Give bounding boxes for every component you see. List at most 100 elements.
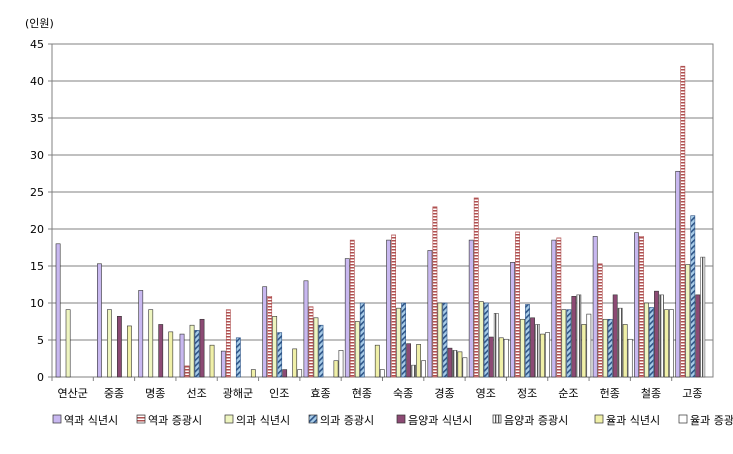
bars <box>55 65 706 378</box>
bar <box>374 344 380 378</box>
x-tick-label: 현종 <box>352 387 372 400</box>
bar <box>386 239 391 378</box>
bar <box>55 243 61 378</box>
bar <box>607 318 613 378</box>
y-tick-label: 15 <box>30 260 44 273</box>
bar <box>277 332 283 378</box>
bar <box>525 304 530 378</box>
bar <box>627 338 633 378</box>
bar <box>391 234 396 378</box>
bar <box>556 237 562 378</box>
x-tick-label: 효종 <box>310 387 330 400</box>
legend-swatch <box>396 414 406 424</box>
bar <box>551 239 557 378</box>
bar <box>680 65 686 378</box>
x-tick-label: 헌종 <box>600 387 620 400</box>
bar <box>515 231 520 378</box>
bar <box>282 369 288 378</box>
bar <box>184 365 190 378</box>
legend-swatch <box>224 414 234 424</box>
bar <box>639 236 644 378</box>
bar <box>272 316 278 378</box>
legend-label: 율과 식년시 <box>606 414 660 427</box>
bar <box>659 294 664 378</box>
x-tick-label: 순조 <box>558 387 578 400</box>
bar <box>220 350 226 378</box>
legend-label: 역과 식년시 <box>64 414 118 427</box>
bar <box>530 317 535 378</box>
legend-swatch <box>678 414 688 424</box>
y-tick-label: 40 <box>30 75 44 88</box>
bar <box>447 347 453 378</box>
bar <box>597 263 603 378</box>
bar <box>117 316 122 378</box>
bar <box>97 263 102 378</box>
bar <box>427 250 433 378</box>
bar <box>250 369 256 378</box>
bar <box>473 197 479 378</box>
bar <box>401 302 406 378</box>
bar <box>649 307 654 378</box>
bar <box>685 264 691 378</box>
bar <box>359 302 365 378</box>
y-tick-label: 0 <box>37 371 44 384</box>
x-tick-label: 명종 <box>145 387 165 400</box>
bar <box>498 337 504 378</box>
bar <box>225 309 231 378</box>
bar <box>127 325 132 378</box>
bar <box>675 170 681 378</box>
bar <box>566 309 572 378</box>
legend: 역과 식년시 역과 증광시 의과 식년시 의과 증광시 음양과 식년시 음양과 증광시 율과… <box>52 414 733 427</box>
bar <box>592 236 598 378</box>
bar <box>520 318 525 378</box>
bar <box>622 324 628 378</box>
bar <box>303 280 309 378</box>
bar <box>545 332 550 378</box>
bar <box>107 309 112 378</box>
bar <box>483 302 489 378</box>
x-tick-label: 선조 <box>186 387 206 400</box>
bar <box>669 309 674 378</box>
legend-label: 역과 증광시 <box>148 414 202 427</box>
x-tick-label: 중종 <box>104 387 124 400</box>
x-tick-label: 숙종 <box>393 387 413 400</box>
bar <box>194 330 200 378</box>
bar <box>189 324 195 378</box>
bar <box>535 324 540 378</box>
bar <box>344 258 350 378</box>
legend-swatch <box>52 414 62 424</box>
bar <box>576 294 582 378</box>
x-tick-label: 광해군 <box>223 386 253 400</box>
bar <box>488 336 494 378</box>
bar <box>586 313 592 378</box>
legend-label: 의과 증광시 <box>320 414 374 427</box>
y-tick-label: 25 <box>30 186 44 199</box>
y-tick-label: 5 <box>37 334 44 347</box>
legend-swatch <box>492 414 502 424</box>
bar <box>602 318 608 378</box>
bar <box>690 215 696 378</box>
bar <box>333 360 339 378</box>
bar <box>297 369 303 378</box>
bar <box>468 239 474 378</box>
bar <box>581 324 587 378</box>
bar <box>349 239 355 378</box>
bar <box>179 333 185 378</box>
bar <box>354 321 360 378</box>
x-tick-label: 영조 <box>476 387 496 400</box>
y-tick-label: 30 <box>30 149 44 162</box>
bar <box>442 302 448 378</box>
bar <box>262 286 268 378</box>
legend-swatch <box>594 414 604 424</box>
bar <box>654 290 659 378</box>
y-tick-label: 35 <box>30 112 44 125</box>
bar <box>379 369 385 378</box>
x-tick-label: 연산군 <box>57 387 87 400</box>
bar <box>267 296 273 378</box>
bar <box>396 307 401 378</box>
bar <box>617 307 623 378</box>
legend-label: 음양과 증광시 <box>504 414 568 427</box>
legend-label: 음양과 식년시 <box>408 414 472 427</box>
bar <box>571 296 577 378</box>
